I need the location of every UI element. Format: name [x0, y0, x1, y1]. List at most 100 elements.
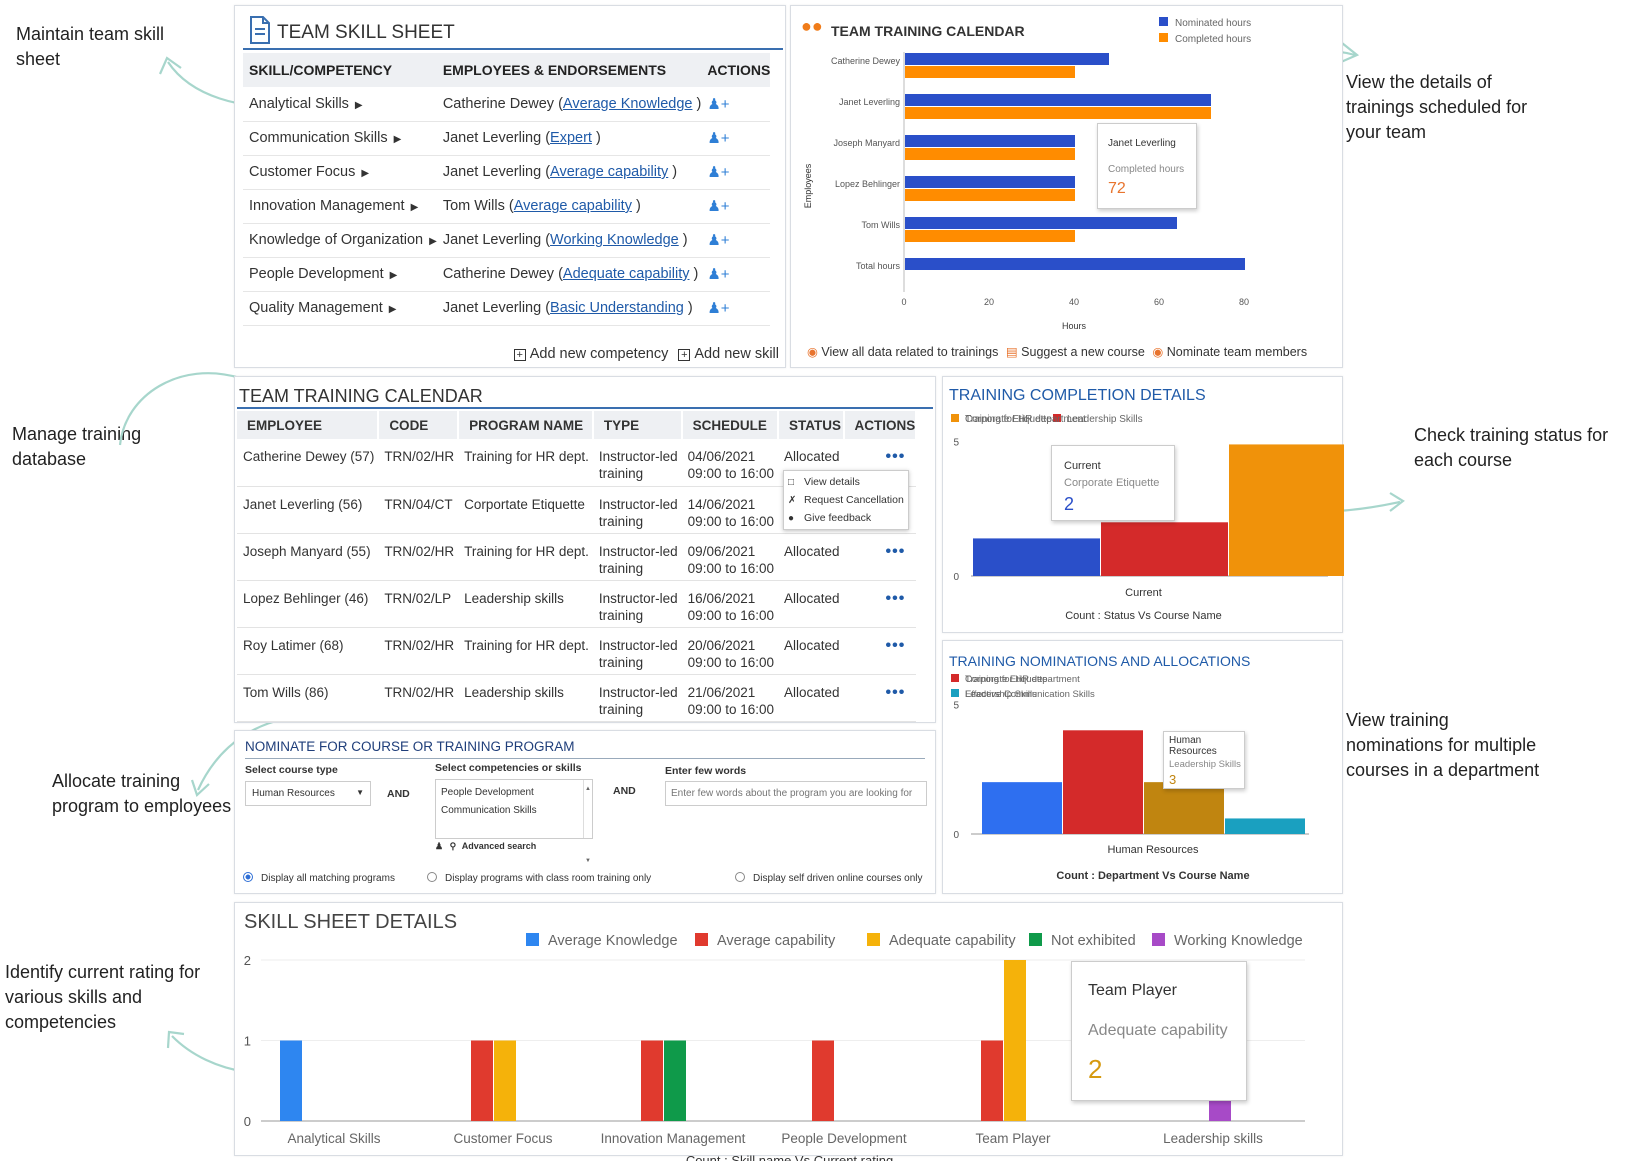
type-line: training — [598, 466, 644, 481]
endorsement-cell: Catherine Dewey (Average Knowledge ) — [436, 87, 702, 122]
y-tick-label: 5 — [953, 438, 959, 449]
legend-label: Training for HR department — [965, 414, 1086, 425]
caret-right-icon[interactable]: ▶ — [354, 99, 363, 111]
endorsement-link[interactable]: Average capability — [550, 164, 669, 180]
program-cell: Training for HR dept. — [458, 533, 593, 581]
add-user-icon[interactable]: ♟+ — [707, 164, 730, 181]
more-icon[interactable]: ••• — [885, 636, 906, 654]
add-user-icon[interactable]: ♟+ — [707, 300, 730, 317]
skill-cell[interactable]: Quality Management ▶ — [243, 291, 437, 326]
endorsement-cell: Janet Leverling (Average capability ) — [436, 155, 702, 190]
note-line: Manage training — [12, 424, 142, 444]
radio-online[interactable]: Display self driven online courses only — [735, 872, 923, 884]
row-actions-menu: □ View details ✗ Request Cancellation ● Giv… — [783, 470, 909, 530]
more-icon[interactable]: ••• — [885, 683, 906, 701]
legend-label: Corporate Etiquette — [965, 414, 1052, 425]
suggest-course-link[interactable]: Suggest a new course — [1021, 345, 1145, 359]
caret-right-icon[interactable]: ▶ — [429, 236, 437, 247]
endorsement-link[interactable]: Expert — [550, 130, 592, 146]
add-competency-link[interactable]: + Add new competency — [513, 346, 668, 362]
schedule-time: 09:00 to 16:00 — [687, 701, 774, 717]
add-user-icon[interactable]: ♟+ — [707, 232, 730, 249]
listbox-scrollbar[interactable]: ▲ ▼ — [583, 780, 592, 864]
note-line: sheet — [16, 49, 61, 69]
caret-right-icon[interactable]: ▶ — [410, 202, 419, 213]
hbar-nominated — [905, 258, 1245, 270]
skill-cell[interactable]: Analytical Skills ▶ — [243, 87, 437, 122]
nominations-title: TRAINING NOMINATIONS AND ALLOCATIONS — [949, 653, 1251, 669]
nominate-link[interactable]: Nominate team members — [1166, 345, 1308, 359]
skill-name: Analytical Skills — [249, 95, 349, 112]
y-axis-label: Employees — [803, 163, 813, 208]
tooltip-label: Corporate Etiquette — [1064, 477, 1160, 489]
category-label: Customer Focus — [453, 1131, 552, 1146]
add-skill-link[interactable]: + Add new skill — [678, 346, 779, 362]
skill-cell[interactable]: Knowledge of Organization ▶ — [243, 223, 437, 258]
endorsement-link[interactable]: Working Knowledge — [550, 232, 679, 248]
bar-adequate-capability — [494, 1040, 516, 1121]
endorsement-link[interactable]: Average Knowledge — [562, 95, 693, 112]
caret-right-icon[interactable]: ▶ — [389, 270, 398, 281]
calendar-header: TEAM TRAINING CALENDAR — [237, 379, 933, 409]
employee-name: Tom Wills — [442, 198, 505, 214]
more-icon[interactable]: ••• — [885, 448, 906, 465]
hbar-completed — [905, 107, 1211, 119]
skill-name: Knowledge of Organization — [249, 232, 424, 248]
employee-cell: Janet Leverling (56) — [237, 486, 379, 534]
note-line: each course — [1414, 450, 1513, 470]
menu-request-cancellation[interactable]: ✗ Request Cancellation — [788, 491, 904, 509]
add-user-icon[interactable]: ♟+ — [707, 266, 730, 283]
skill-cell[interactable]: People Development ▶ — [243, 257, 437, 292]
radio-classroom[interactable]: Display programs with class room trainin… — [427, 872, 651, 884]
actions-cell: ••• — [843, 533, 917, 581]
type-cell: Instructor-led training — [592, 486, 682, 534]
skill-cell[interactable]: Innovation Management ▶ — [243, 189, 437, 224]
menu-view-details[interactable]: □ View details — [788, 473, 904, 491]
view-all-link[interactable]: View all data related to trainings — [821, 345, 999, 359]
schedule-date: 14/06/2021 — [687, 496, 756, 512]
caret-right-icon[interactable]: ▶ — [393, 134, 402, 145]
training-chart-title: TEAM TRAINING CALENDAR — [831, 23, 1025, 39]
caret-right-icon[interactable]: ▶ — [388, 304, 397, 315]
competency-option[interactable]: Communication Skills — [441, 805, 537, 816]
schedule-time: 09:00 to 16:00 — [687, 466, 774, 481]
words-input[interactable] — [665, 781, 927, 806]
skill-cell[interactable]: Customer Focus ▶ — [243, 155, 437, 190]
x-tick-label: 60 — [1154, 297, 1164, 307]
plus-box-icon: + — [678, 349, 691, 361]
y-tick-label: 1 — [244, 1034, 251, 1049]
endorsement-link[interactable]: Adequate capability — [562, 266, 690, 282]
add-user-icon[interactable]: ♟+ — [707, 95, 730, 113]
bar-average-capability — [981, 1040, 1003, 1121]
course-type-select[interactable]: Human Resources ▼ — [245, 781, 371, 806]
competency-option[interactable]: People Development — [441, 787, 534, 798]
skill-cell[interactable]: Communication Skills ▶ — [243, 121, 437, 156]
tooltip-title: Current — [1064, 460, 1101, 472]
col-skill: SKILL/COMPETENCY — [243, 53, 437, 87]
advanced-search-label: Advanced search — [461, 841, 537, 851]
skill-tooltip: Team Player Adequate capability 2 — [1071, 961, 1247, 1101]
employee-name: Janet Leverling — [442, 130, 542, 146]
menu-give-feedback[interactable]: ● Give feedback — [788, 509, 904, 527]
schedule-cell: 20/06/2021 09:00 to 16:00 — [681, 627, 778, 675]
completion-tooltip: Current Corporate Etiquette 2 — [1051, 445, 1175, 521]
more-icon[interactable]: ••• — [885, 589, 906, 607]
more-icon[interactable]: ••• — [885, 542, 906, 560]
endorsement-link[interactable]: Basic Understanding — [550, 300, 684, 316]
skill-table-header: SKILL/COMPETENCY EMPLOYEES & ENDORSEMENT… — [243, 53, 771, 87]
radio-all[interactable]: Display all matching programs — [243, 872, 395, 884]
legend-label: Corporate Etiquette — [965, 674, 1047, 685]
category-label: Janet Leverling — [839, 97, 900, 107]
radio-unchecked[interactable] — [427, 872, 437, 882]
competency-listbox[interactable]: People Development Communication Skills … — [435, 779, 593, 864]
advanced-search[interactable]: ♟ ⚲ Advanced search — [435, 841, 536, 852]
add-user-icon[interactable]: ♟+ — [707, 198, 730, 215]
caret-right-icon[interactable]: ▶ — [361, 168, 370, 179]
menu-label: View details — [804, 476, 860, 488]
actions-cell: ♟+ — [701, 189, 771, 224]
endorsement-link[interactable]: Average capability — [513, 198, 632, 214]
radio-unchecked[interactable] — [735, 872, 745, 882]
note-maintain-skill: Maintain team skill sheet — [16, 22, 164, 72]
radio-checked[interactable] — [243, 872, 253, 882]
add-user-icon[interactable]: ♟+ — [707, 130, 730, 147]
